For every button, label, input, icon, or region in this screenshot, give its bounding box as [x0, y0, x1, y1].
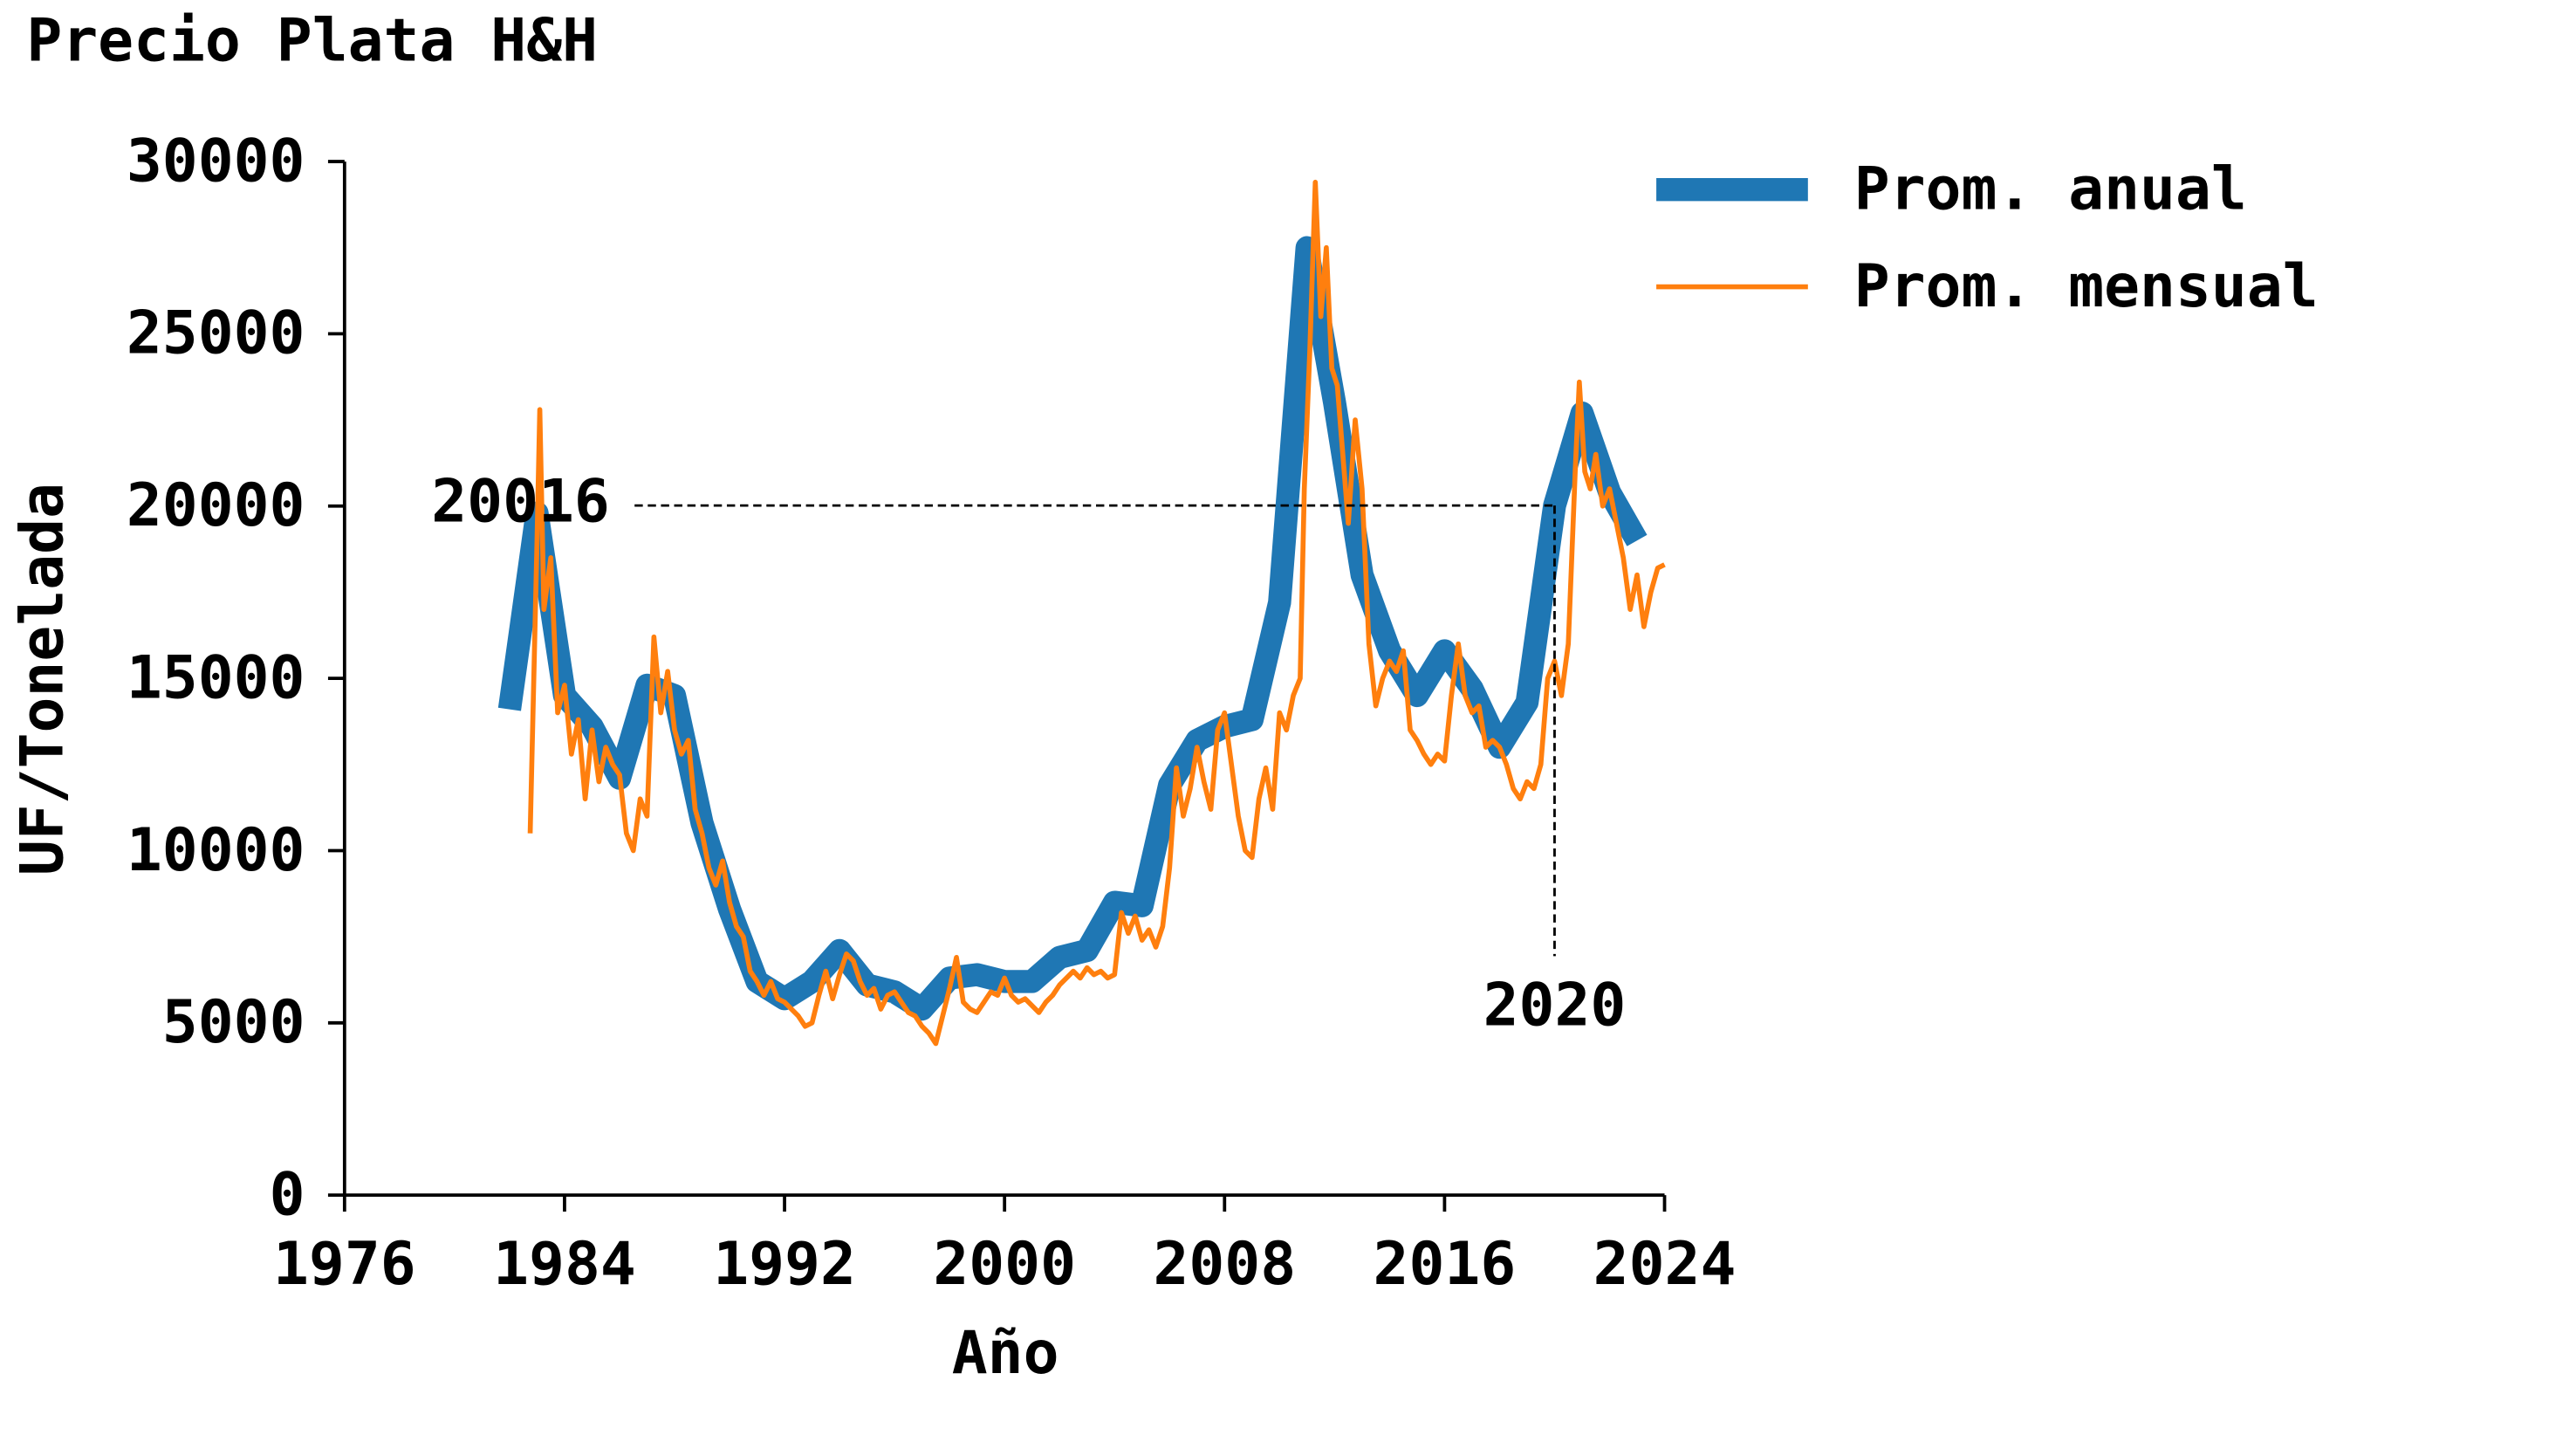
x-tick-label: 1984 — [493, 1230, 636, 1299]
series-line — [497, 236, 1648, 1021]
y-tick-label: 10000 — [127, 816, 305, 885]
legend-label: Prom. anual — [1854, 155, 2247, 224]
x-tick-label: 1992 — [713, 1230, 856, 1299]
y-tick-label: 20000 — [127, 471, 305, 540]
x-tick-label: 2024 — [1593, 1230, 1737, 1299]
annotation-x-label: 2020 — [1483, 971, 1627, 1040]
x-tick-label: 2000 — [933, 1230, 1076, 1299]
y-tick-label: 0 — [270, 1160, 305, 1229]
y-tick-label: 15000 — [127, 643, 305, 712]
x-tick-label: 1976 — [273, 1230, 416, 1299]
x-axis-label: Año — [952, 1319, 1059, 1388]
legend-label: Prom. mensual — [1854, 252, 2319, 321]
y-tick-label: 30000 — [127, 127, 305, 196]
y-tick-label: 5000 — [162, 988, 305, 1057]
x-tick-label: 2008 — [1153, 1230, 1296, 1299]
y-axis-label: UF/Tonelada — [9, 483, 78, 876]
chart-title: Precio Plata H&H — [26, 7, 598, 76]
annotation-y-label: 20016 — [431, 468, 610, 537]
x-tick-label: 2016 — [1374, 1230, 1517, 1299]
y-tick-label: 25000 — [127, 299, 305, 368]
series-line — [527, 179, 1666, 1047]
